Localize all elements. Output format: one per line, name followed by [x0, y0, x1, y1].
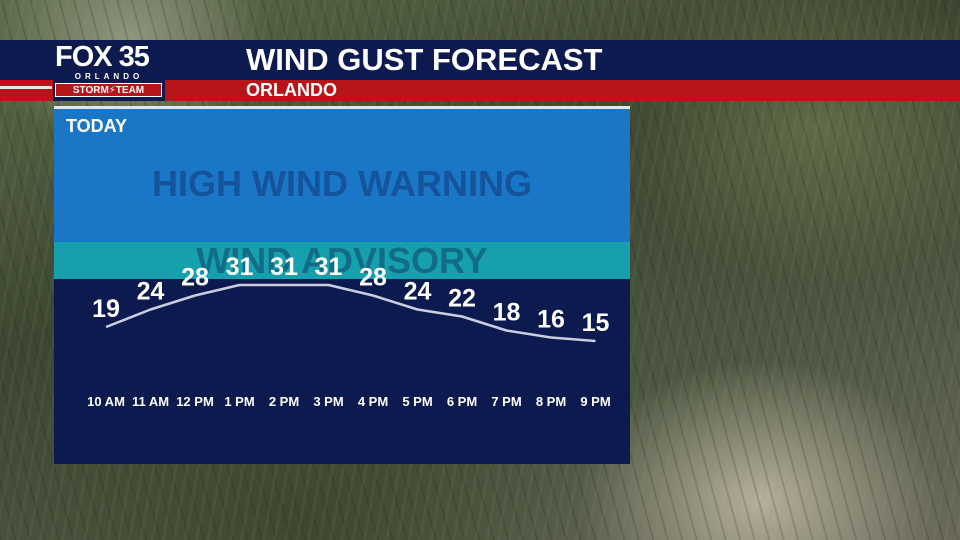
x-tick-label: 11 AM: [132, 394, 169, 409]
logo-city-text: ORLANDO: [74, 72, 144, 81]
gust-value-label: 31: [315, 253, 343, 281]
gust-value-label: 31: [270, 253, 298, 281]
x-tick-label: 3 PM: [313, 394, 343, 409]
logo-main-text: FOX 35: [55, 41, 150, 73]
x-tick-label: 10 AM: [87, 394, 125, 409]
high-wind-warning-label: HIGH WIND WARNING: [152, 163, 532, 204]
logo-team-badge: STORM⚡TEAM: [55, 83, 162, 97]
gust-value-label: 24: [137, 278, 165, 306]
gust-value-label: 15: [582, 309, 610, 337]
x-tick-label: 2 PM: [269, 394, 299, 409]
gust-value-label: 28: [359, 264, 387, 292]
high-wind-warning-zone: [54, 109, 630, 242]
wind-advisory-label: WIND ADVISORY: [196, 240, 488, 281]
gust-value-label: 22: [448, 285, 476, 313]
gust-value-label: 16: [537, 306, 565, 334]
station-logo: FOX 35 ORLANDO STORM⚡TEAM: [53, 40, 165, 101]
gust-series-line: [105, 283, 596, 343]
x-tick-label: 9 PM: [580, 394, 610, 409]
x-tick-label: 4 PM: [358, 394, 388, 409]
wind-gust-line-chart: 19 24 28 31 31 31 28 24 22 18 16 15 10 AM 11 AM 12 PM 1…: [87, 253, 611, 409]
gust-value-label: 31: [226, 253, 254, 281]
period-label: TODAY: [66, 116, 128, 136]
x-tick-label: 5 PM: [402, 394, 432, 409]
x-tick-label: 7 PM: [491, 394, 521, 409]
gust-value-label: 28: [181, 264, 209, 292]
x-tick-label: 6 PM: [447, 394, 477, 409]
x-tick-label: 1 PM: [224, 394, 254, 409]
wind-advisory-zone: [54, 242, 630, 279]
chart-panel: HIGH WIND WARNING WIND ADVISORY TODAY 19…: [54, 109, 630, 464]
gust-value-label: 18: [493, 299, 521, 327]
page-title: WIND GUST FORECAST: [246, 42, 603, 77]
header-accent-line: [0, 86, 52, 89]
gust-value-label: 19: [92, 295, 120, 323]
x-tick-label: 8 PM: [536, 394, 566, 409]
panel-top-border: [54, 106, 630, 109]
location-bar: [0, 80, 960, 101]
x-tick-label: 12 PM: [176, 394, 214, 409]
gust-value-label: 24: [404, 278, 432, 306]
location-label: ORLANDO: [246, 80, 337, 100]
